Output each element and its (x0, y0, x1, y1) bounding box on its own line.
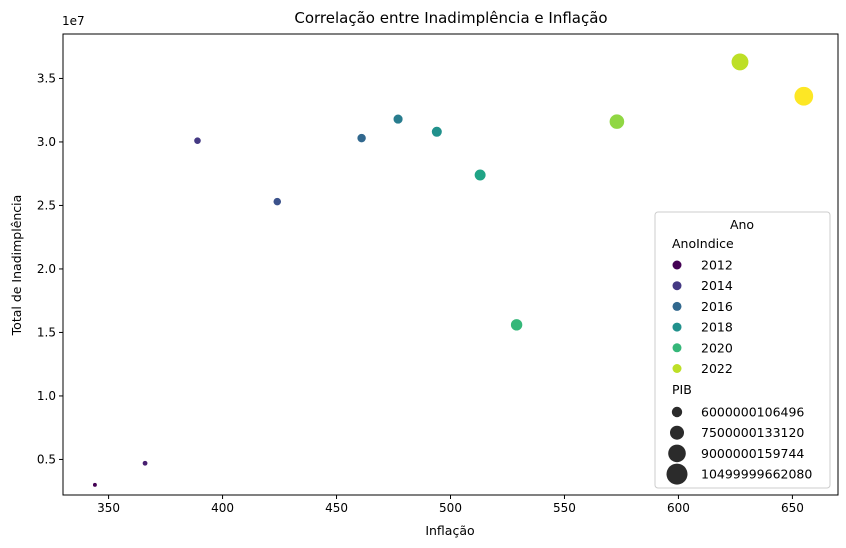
data-point-2023 (793, 86, 814, 107)
data-point-2013 (141, 460, 149, 467)
legend-hue-label: 2012 (701, 258, 733, 273)
data-point-2020 (510, 318, 524, 332)
legend-hue-label: 2018 (701, 320, 733, 335)
legend-hue-title: AnoIndice (672, 236, 734, 251)
chart-title: Correlação entre Inadimplência e Inflaçã… (294, 9, 607, 27)
legend-size-label: 7500000133120 (701, 425, 804, 440)
legend-size-label: 9000000159744 (701, 446, 804, 461)
y-tick-label: 1.0 (37, 389, 56, 403)
x-axis: 350 400 450 500 550 600 650 (97, 495, 804, 515)
legend-size-entries: 6000000106496 7500000133120 9000000159744 1… (666, 405, 812, 485)
data-point-2021 (608, 113, 625, 130)
data-point-2022 (730, 52, 750, 72)
y-tick-label: 0.5 (37, 452, 56, 466)
legend-hue-marker (672, 281, 682, 291)
legend-size-marker (671, 406, 683, 418)
legend-size-title: PIB (672, 382, 692, 397)
legend-hue-entries: 2012 2014 2016 2018 2020 2022 (672, 258, 733, 376)
data-point-2014 (193, 136, 202, 145)
x-tick-label: 500 (439, 501, 462, 515)
y-tick-label: 1.5 (37, 325, 56, 339)
x-tick-label: 350 (97, 501, 120, 515)
x-tick-label: 400 (211, 501, 234, 515)
y-tick-label: 3.5 (37, 71, 56, 85)
y-tick-label: 2.0 (37, 262, 56, 276)
x-axis-label: Inflação (425, 523, 474, 538)
legend-hue-label: 2022 (701, 361, 733, 376)
data-point-2017 (392, 113, 404, 125)
y-tick-label: 3.0 (37, 135, 56, 149)
y-tick-label: 2.5 (37, 198, 56, 212)
data-point-2015 (272, 197, 282, 207)
legend-size-label: 6000000106496 (701, 405, 804, 420)
y-axis-label: Total de Inadimplência (9, 195, 24, 337)
legend-title: Ano (730, 217, 754, 232)
y-axis: 0.5 1.0 1.5 2.0 2.5 3.0 3.5 (37, 71, 63, 466)
legend-size-marker (668, 444, 686, 463)
legend-hue-label: 2020 (701, 340, 733, 355)
x-tick-label: 450 (325, 501, 348, 515)
x-tick-label: 600 (667, 501, 690, 515)
legend-hue-marker (672, 322, 682, 332)
legend-frame (654, 211, 831, 489)
x-tick-label: 550 (553, 501, 576, 515)
data-points (92, 52, 814, 488)
x-tick-label: 650 (781, 501, 804, 515)
data-point-2016 (356, 133, 367, 144)
legend-hue-marker (672, 364, 682, 373)
legend-size-label: 10499999662080 (701, 467, 812, 482)
legend-hue-label: 2014 (701, 278, 733, 293)
data-point-2019 (473, 168, 487, 182)
legend-hue-marker (672, 301, 682, 311)
y-offset-label: 1e7 (62, 14, 85, 28)
data-point-2012 (92, 482, 98, 488)
legend-hue-marker (672, 343, 682, 353)
data-point-2018 (431, 126, 443, 138)
legend-hue-label: 2016 (701, 299, 733, 314)
legend: Ano AnoIndice 2012 2014 2016 2018 2020 2022 P… (654, 211, 831, 489)
legend-size-marker (670, 425, 684, 440)
legend-size-marker (666, 463, 688, 485)
legend-hue-marker (672, 260, 682, 270)
